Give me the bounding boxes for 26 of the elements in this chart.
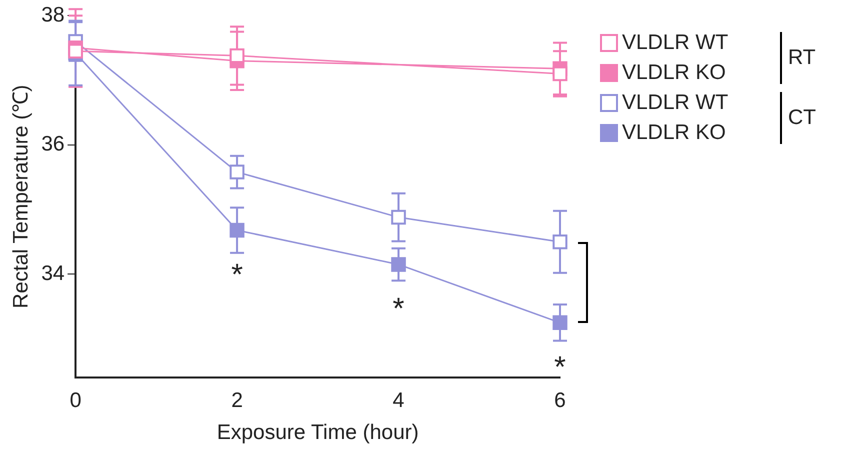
point [391,210,406,225]
y-axis-title: Rectal Temperature (℃) [9,84,32,308]
text: RT [780,32,816,84]
y-tick-label: 38 [41,3,65,26]
text: CT [780,92,816,144]
annotation: * [554,350,566,384]
point [230,222,244,238]
legend-label: VLDLR WT [622,31,728,55]
point [230,164,244,180]
x-tick-label: 0 [70,388,82,412]
legend-label: VLDLR KO [622,61,726,85]
point [230,48,244,64]
point [391,257,406,272]
point [552,234,568,250]
annotation: * [392,292,405,326]
point [552,66,568,82]
y-tick-label: 34 [41,262,65,285]
legend-label: VLDLR KO [622,121,726,145]
x-tick-label: 4 [392,388,405,412]
y-tick-label: 36 [41,132,65,156]
x-tick-label: 6 [554,388,566,412]
x-axis-title: Exposure Time (hour) [216,421,419,444]
annotation: * [231,258,244,292]
x-tick-label: 2 [231,388,243,412]
point [552,315,568,330]
legend-label: VLDLR WT [622,91,728,115]
